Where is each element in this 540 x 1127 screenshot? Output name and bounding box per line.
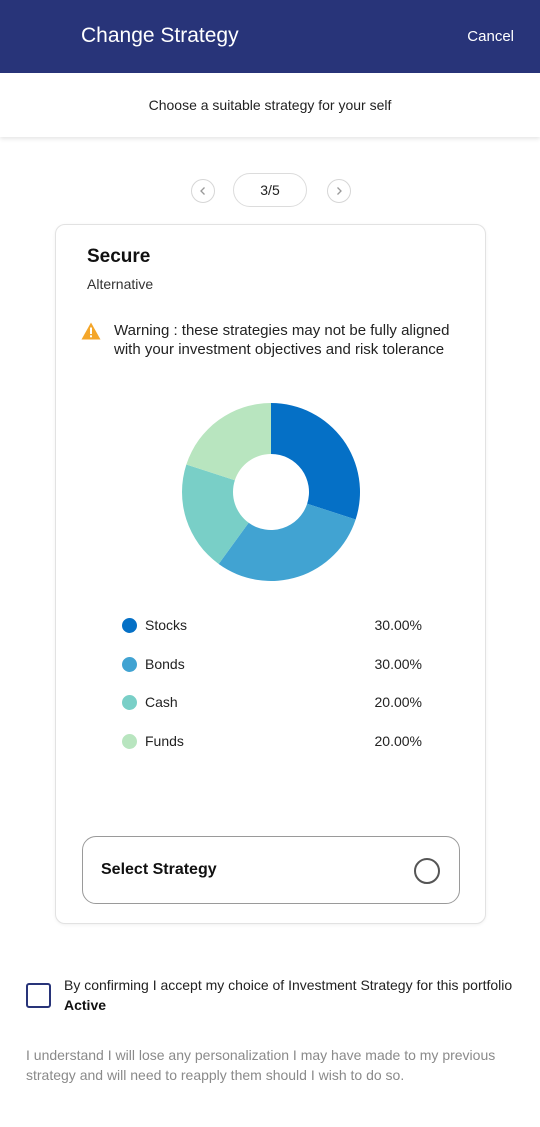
chevron-left-icon [200, 187, 205, 195]
donut-slice-funds [186, 403, 271, 481]
allocation-donut-chart [182, 403, 360, 581]
legend-label: Funds [145, 732, 184, 749]
legend-dot [122, 733, 137, 749]
legend-dot [122, 656, 137, 672]
chevron-right-icon [337, 187, 342, 195]
strategy-name: Secure [87, 246, 151, 267]
personalization-note: I understand I will lose any personaliza… [26, 1047, 496, 1083]
legend-label: Stocks [145, 617, 188, 633]
legend-percentage: 20.00% [374, 732, 422, 749]
legend-percentage: 20.00% [374, 694, 422, 710]
page-indicator: 3/5 [233, 173, 307, 207]
strategy-card: Secure Alternative Warning : these strat… [55, 224, 486, 924]
legend-label: Bonds [145, 655, 185, 672]
app-bar: Change Strategy Cancel [0, 0, 540, 73]
legend-percentage: 30.00% [374, 617, 422, 633]
previous-strategy-button[interactable] [191, 179, 215, 203]
cancel-button[interactable]: Cancel [467, 28, 514, 45]
legend-dot [122, 695, 137, 710]
donut-slice-cash [182, 464, 249, 565]
donut-slice-stocks [271, 403, 360, 520]
select-strategy-label: Select Strategy [101, 861, 217, 878]
warning-icon [81, 322, 101, 340]
legend-item-stocks: Stocks 30.00% [122, 615, 422, 654]
legend-item-bonds: Bonds 30.00% [122, 654, 422, 693]
next-strategy-button[interactable] [327, 179, 351, 203]
legend-percentage: 30.00% [374, 655, 422, 672]
select-strategy-button[interactable]: Select Strategy [82, 836, 460, 904]
legend-label: Cash [145, 694, 178, 710]
confirm-text-body: By confirming I accept my choice of Inve… [64, 977, 513, 993]
portfolio-name: Active [64, 997, 107, 1013]
select-radio[interactable] [414, 858, 440, 884]
confirm-checkbox[interactable] [26, 983, 51, 1008]
legend-item-funds: Funds 20.00% [122, 731, 422, 770]
strategy-type: Alternative [87, 276, 154, 292]
subheader-text: Choose a suitable strategy for your self [148, 97, 392, 113]
donut-slice-bonds [218, 503, 356, 581]
subheader: Choose a suitable strategy for your self [0, 73, 540, 137]
warning-text: Warning : these strategies may not be fu… [114, 322, 450, 358]
confirm-text: By confirming I accept my choice of Inve… [64, 975, 516, 1015]
page-title: Change Strategy [81, 24, 239, 47]
legend-item-cash: Cash 20.00% [122, 692, 422, 731]
strategy-pager: 3/5 [0, 173, 540, 207]
allocation-legend: Stocks 30.00% Bonds 30.00% Cash 20.00% Funds 20… [122, 615, 422, 769]
legend-dot [122, 618, 137, 633]
